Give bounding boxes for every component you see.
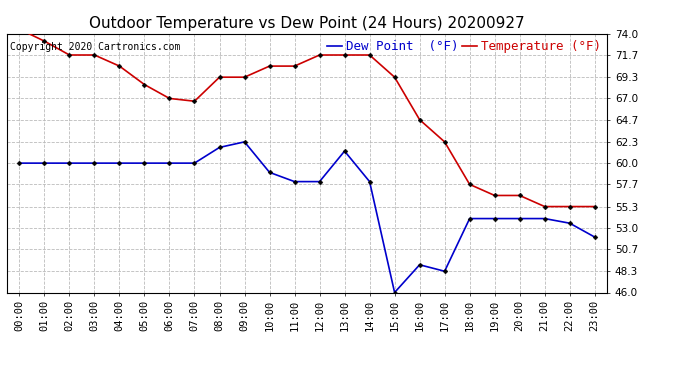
Text: Copyright 2020 Cartronics.com: Copyright 2020 Cartronics.com	[10, 42, 180, 51]
Legend: Dew Point  (°F), Temperature (°F): Dew Point (°F), Temperature (°F)	[327, 40, 601, 53]
Title: Outdoor Temperature vs Dew Point (24 Hours) 20200927: Outdoor Temperature vs Dew Point (24 Hou…	[89, 16, 525, 31]
